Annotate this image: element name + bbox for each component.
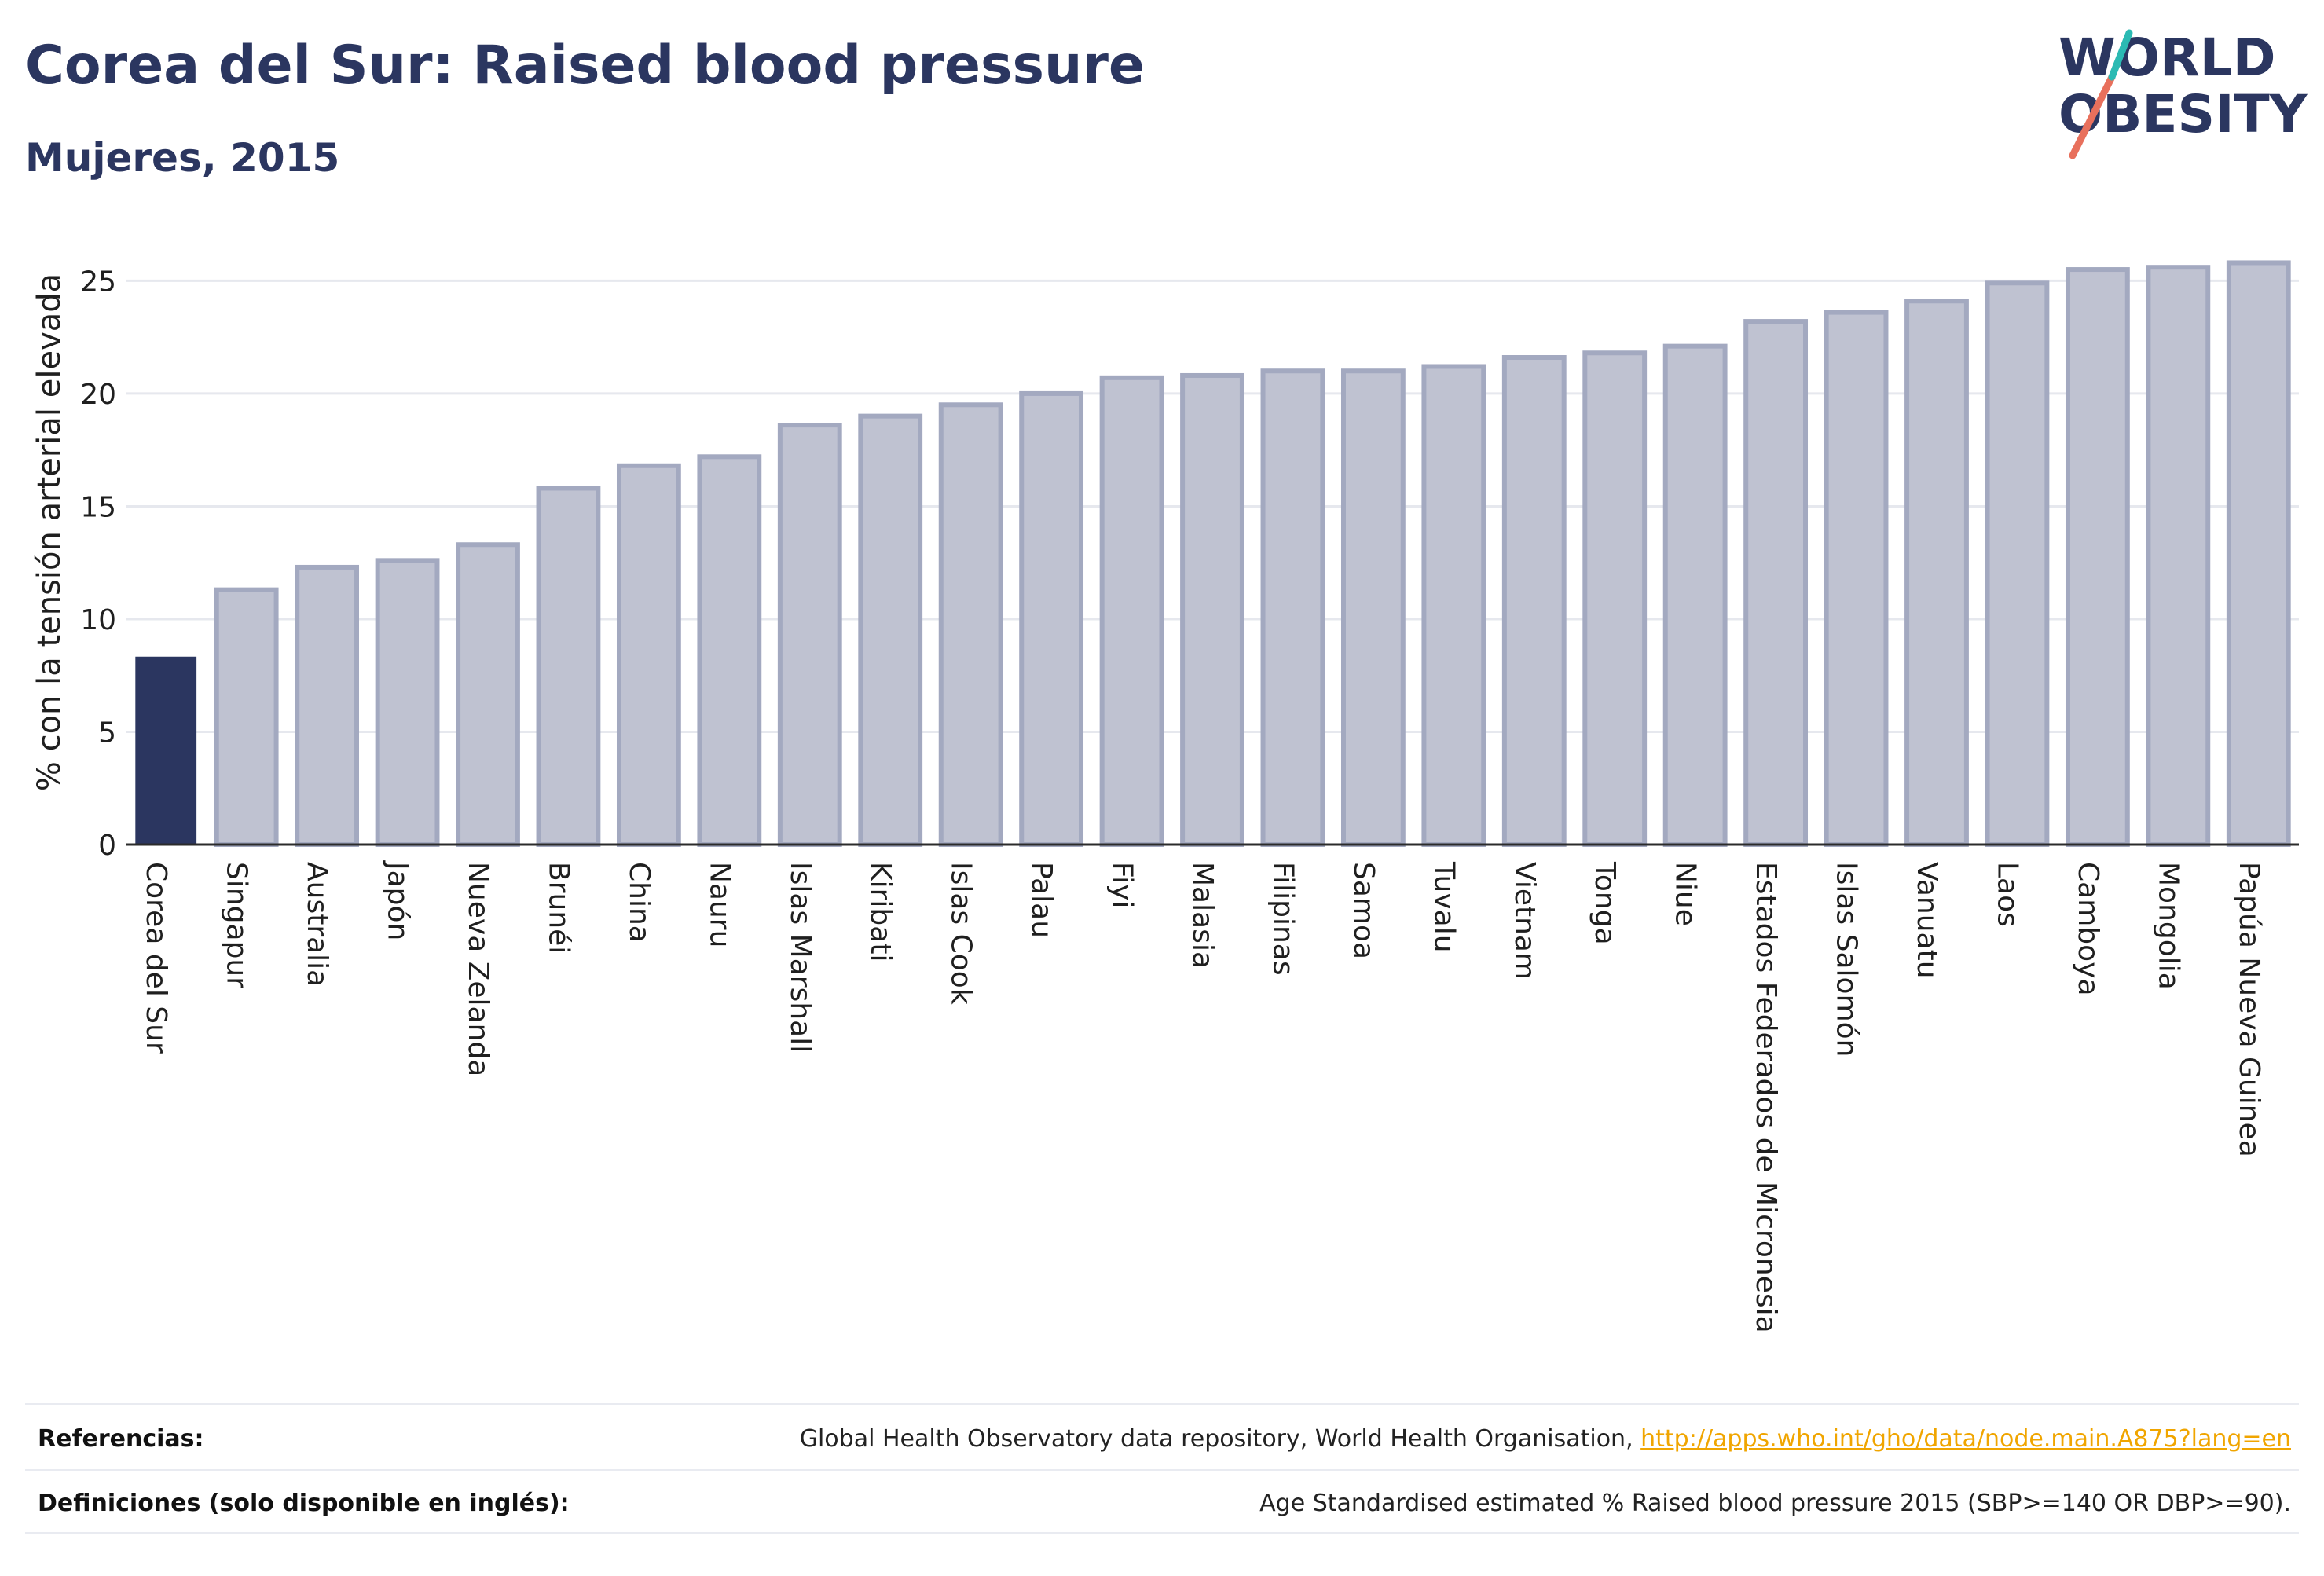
bar (1904, 299, 1969, 848)
y-tick-label: 5 (98, 717, 116, 749)
bar (1340, 368, 1406, 847)
bar (456, 542, 520, 847)
bar (214, 587, 279, 847)
x-tick-label: Camboya (2072, 862, 2104, 996)
y-tick-label: 25 (80, 266, 116, 298)
footer-divider-top (25, 1403, 2299, 1405)
x-tick-label: Fiyi (1106, 862, 1138, 908)
bar (1824, 310, 1889, 847)
references-text: Global Health Observatory data repositor… (799, 1425, 1641, 1453)
x-tick-label: Samoa (1347, 862, 1380, 959)
x-tick-label: Brunéi (542, 862, 574, 954)
x-tick-label: Mongolia (2152, 862, 2184, 990)
bar (2065, 267, 2130, 847)
references-label: Referencias: (38, 1425, 204, 1453)
bar (777, 423, 842, 847)
x-tick-label: Australia (301, 862, 333, 987)
x-tick-label: Singapur (221, 862, 253, 988)
bar (2146, 265, 2211, 847)
x-tick-label: China (623, 862, 655, 943)
x-tick-label: Laos (1991, 862, 2023, 927)
bar (697, 454, 762, 848)
bar (1099, 375, 1164, 848)
x-tick-label: Nauru (703, 862, 735, 947)
bar (295, 564, 360, 847)
x-tick-label: Vanuatu (1911, 862, 1943, 979)
bar (1180, 372, 1244, 847)
footer-divider-bottom (25, 1532, 2299, 1534)
chart-title: Corea del Sur: Raised blood pressure (25, 35, 1146, 97)
x-tick-label: Vietnam (1508, 862, 1541, 980)
bar (1019, 390, 1084, 848)
bar (1260, 368, 1325, 847)
y-axis-label: % con la tensión arterial elevada (31, 273, 68, 791)
bar (938, 402, 1003, 847)
x-axis-labels: Corea del Sur Singapur Australia Japón Nueva… (140, 860, 2265, 1333)
bar (1985, 280, 2050, 847)
bar (2226, 260, 2291, 847)
x-tick-label: Islas Cook (945, 862, 977, 1005)
x-tick-label: Niue (1670, 862, 1702, 926)
x-tick-label: Malasia (1186, 862, 1219, 969)
bar (858, 413, 923, 847)
y-tick-label: 20 (80, 379, 116, 411)
definitions-value: Age Standardised estimated % Raised bloo… (1259, 1490, 2291, 1517)
x-tick-label: Filipinas (1266, 862, 1299, 976)
x-tick-label: Islas Marshall (784, 862, 816, 1053)
bars (135, 260, 2291, 848)
x-tick-label: Nueva Zelanda (462, 862, 494, 1076)
x-tick-label: Islas Salomón (1831, 862, 1863, 1057)
x-tick-label: Tonga (1589, 861, 1621, 945)
y-tick-label: 15 (80, 491, 116, 523)
y-tick-label: 0 (98, 830, 116, 862)
bar (1743, 319, 1809, 847)
bar (536, 486, 601, 848)
x-tick-label: Japón (382, 860, 414, 940)
bar (616, 463, 681, 847)
bar (375, 558, 440, 847)
chart-subtitle: Mujeres, 2015 (25, 135, 340, 181)
world-obesity-logo: WORLD OBESITY (2058, 27, 2308, 159)
x-tick-label: Palau (1025, 862, 1058, 938)
footer-divider-middle (25, 1469, 2299, 1471)
x-tick-label: Kiribati (864, 862, 896, 962)
x-tick-label: Tuvalu (1428, 861, 1460, 953)
bar (1582, 350, 1648, 847)
bar (1501, 355, 1567, 847)
bar (135, 656, 197, 846)
bar (1421, 364, 1486, 847)
bar (1662, 343, 1728, 848)
y-axis-ticks: 0 5 10 15 20 25 (80, 266, 116, 862)
x-tick-label: Corea del Sur (140, 862, 172, 1054)
references-value: Global Health Observatory data repositor… (800, 1425, 2291, 1453)
definitions-label: Definiciones (solo disponible en inglés)… (38, 1490, 570, 1517)
y-tick-label: 10 (80, 604, 116, 636)
svg-text:WORLD: WORLD (2058, 27, 2276, 88)
x-tick-label: Papúa Nueva Guinea (2233, 862, 2265, 1157)
references-link[interactable]: http://apps.who.int/gho/data/node.main.A… (1640, 1425, 2291, 1453)
bar-chart: 0 5 10 15 20 25 Corea del Sur Singapur Australi… (31, 260, 2299, 1333)
x-tick-label: Estados Federados de Micronesia (1750, 862, 1782, 1333)
